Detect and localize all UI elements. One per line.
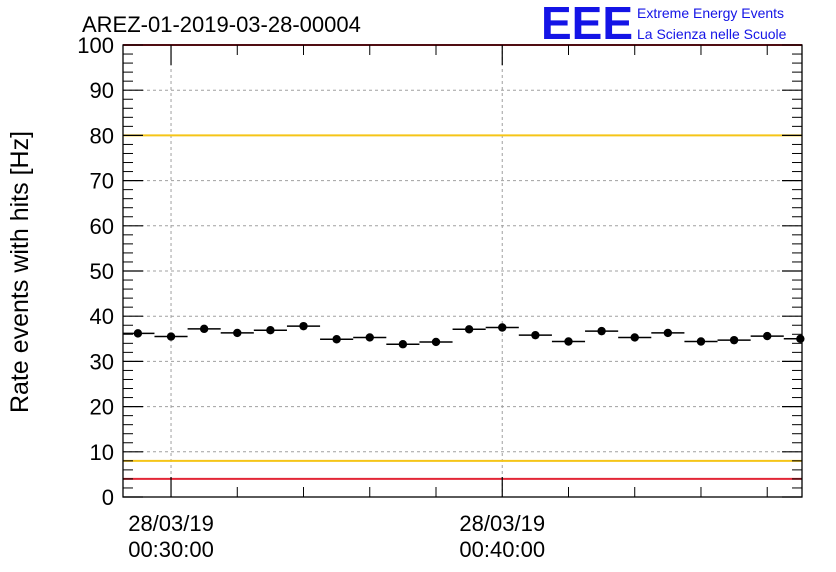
data-point xyxy=(166,332,176,341)
data-point xyxy=(299,321,308,331)
eee-logo: EEE Extreme Energy Events La Scienza nel… xyxy=(541,0,787,49)
y-tick-label: 80 xyxy=(90,123,114,148)
y-tick-label: 90 xyxy=(90,78,114,103)
y-tick-label: 10 xyxy=(90,440,114,465)
data-point xyxy=(464,325,474,334)
data-series xyxy=(123,321,805,349)
data-point xyxy=(233,328,242,338)
y-tick-label: 50 xyxy=(90,259,114,284)
logo-mark: EEE xyxy=(541,0,633,49)
data-point xyxy=(796,334,805,343)
y-tick-label: 0 xyxy=(102,485,114,510)
data-point xyxy=(763,331,772,341)
logo-line-1: Extreme Energy Events xyxy=(637,5,784,21)
x-tick-time: 00:30:00 xyxy=(128,537,214,562)
x-tick-time: 00:40:00 xyxy=(459,537,545,562)
data-point xyxy=(398,340,408,349)
data-point xyxy=(729,335,739,345)
x-tick-date: 28/03/19 xyxy=(459,511,545,536)
axes xyxy=(122,44,803,498)
data-point xyxy=(431,337,441,347)
data-point xyxy=(663,328,673,338)
data-point xyxy=(564,337,573,346)
data-point xyxy=(266,326,275,335)
y-tick-label: 100 xyxy=(77,33,114,58)
data-point xyxy=(498,323,507,332)
logo-line-2: La Scienza nelle Scuole xyxy=(637,26,787,42)
y-tick-label: 20 xyxy=(90,395,114,420)
data-point xyxy=(696,337,706,346)
y-tick-label: 30 xyxy=(90,349,114,374)
y-tick-label: 40 xyxy=(90,304,114,329)
data-point xyxy=(531,330,540,340)
tick-labels: 010203040506070809010028/03/1900:30:0028… xyxy=(77,33,545,562)
data-point xyxy=(630,333,639,342)
data-point xyxy=(365,333,374,342)
y-tick-label: 60 xyxy=(90,214,114,239)
y-axis-label: Rate events with hits [Hz] xyxy=(6,131,34,413)
data-point xyxy=(199,324,209,334)
data-point xyxy=(332,335,341,344)
y-tick-label: 70 xyxy=(90,169,114,194)
x-tick-date: 28/03/19 xyxy=(128,511,214,536)
data-point xyxy=(133,329,143,338)
data-point xyxy=(597,326,606,336)
chart-title: AREZ-01-2019-03-28-00004 xyxy=(82,12,361,37)
